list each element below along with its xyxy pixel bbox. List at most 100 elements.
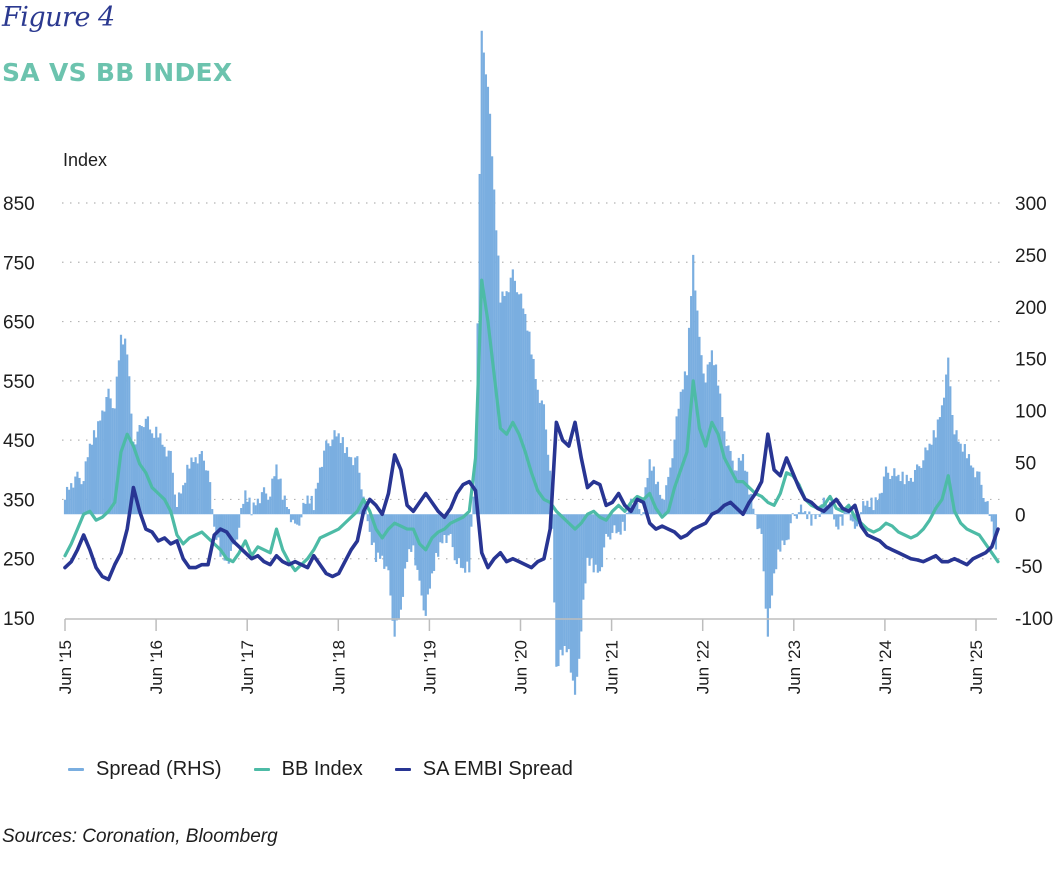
spread-bar: [841, 514, 844, 526]
spread-bar: [144, 418, 147, 515]
spread-bar: [302, 502, 305, 515]
spread-bar: [810, 514, 813, 526]
left-y-axis-ticks: 850 750 650 550 450 350 250 150: [3, 194, 35, 630]
spread-bar: [227, 514, 230, 564]
spread-bar: [860, 512, 863, 515]
spread-bar: [746, 471, 749, 515]
spread-bar: [772, 514, 776, 574]
spread-bar: [401, 514, 405, 597]
spread-bar: [223, 514, 226, 561]
spread-bar: [101, 410, 104, 515]
spread-bar: [368, 514, 371, 532]
spread-bar: [758, 514, 761, 529]
spread-bar: [644, 487, 647, 515]
spread-bar: [781, 514, 784, 541]
x-tick-label: Jun '16: [147, 640, 166, 694]
spread-bar: [920, 467, 923, 515]
spread-bar: [642, 512, 645, 515]
left-y-tick-label: 550: [3, 372, 35, 393]
y-axis-unit-label: Index: [63, 150, 108, 170]
left-y-tick-label: 150: [3, 609, 35, 630]
spread-bar: [410, 514, 413, 552]
spread-bar: [862, 501, 865, 515]
right-y-tick-label: 200: [1015, 298, 1047, 319]
right-y-tick-label: 150: [1015, 350, 1047, 371]
spread-bar: [526, 330, 529, 515]
spread-bar: [459, 514, 463, 568]
x-tick-label: Jun '22: [694, 640, 713, 694]
spread-bar: [194, 457, 197, 515]
spread-bar: [934, 437, 937, 515]
spread-bar: [308, 503, 311, 515]
spread-bar: [271, 478, 274, 515]
x-tick-label: Jun '21: [603, 640, 622, 694]
spread-bar: [799, 504, 803, 515]
spread-bar: [721, 417, 724, 515]
spread-bar: [951, 415, 954, 515]
left-y-tick-label: 650: [3, 313, 35, 334]
spread-bar: [957, 441, 960, 515]
spread-bar: [889, 478, 892, 515]
spread-bar: [244, 490, 247, 515]
spread-bar: [339, 443, 342, 515]
spread-bar: [470, 514, 473, 527]
spread-bar: [942, 397, 946, 515]
legend-swatch-sa-embi: [394, 768, 411, 771]
spread-bar: [285, 506, 288, 515]
spread-bar: [150, 433, 154, 515]
spread-bar: [265, 493, 268, 515]
spread-bar: [990, 514, 993, 522]
spread-bar: [536, 389, 539, 515]
spread-bar: [503, 296, 506, 515]
spread-bar: [625, 512, 628, 515]
chart-legend: Spread (RHS) BB Index SA EMBI Spread: [68, 758, 605, 781]
spread-bar: [710, 350, 713, 515]
spread-bar: [215, 514, 218, 540]
spread-bar: [80, 484, 83, 515]
spread-bar: [281, 499, 284, 515]
spread-bar: [969, 465, 973, 515]
spread-bar: [206, 470, 210, 515]
spread-bar: [403, 514, 407, 569]
spread-bar: [530, 354, 533, 515]
spread-bar: [294, 514, 297, 524]
spread-bar: [607, 514, 610, 537]
spread-bar: [517, 294, 521, 515]
spread-bar: [835, 514, 838, 527]
spread-bar: [474, 457, 477, 515]
spread-bar: [130, 413, 133, 515]
spread-bar: [802, 512, 805, 515]
spread-bar: [808, 511, 811, 515]
spread-bar: [323, 450, 326, 515]
spread-bar: [681, 389, 684, 515]
spread-bar: [976, 471, 979, 515]
spread-bar: [437, 514, 440, 557]
spread-bar: [486, 86, 490, 515]
spread-bar: [84, 461, 87, 515]
spread-bar: [146, 416, 150, 515]
spread-bar: [555, 514, 558, 667]
spread-bar: [714, 364, 718, 515]
spread-bar: [335, 436, 338, 515]
spread-bar: [173, 494, 176, 515]
spread-bar: [945, 374, 948, 515]
spread-bar: [443, 514, 446, 535]
legend-label-spread: Spread (RHS): [96, 758, 222, 780]
spread-bar: [484, 74, 487, 515]
spread-bar: [733, 470, 736, 515]
spread-bar: [770, 514, 774, 596]
spread-bar: [515, 292, 519, 515]
spread-bar: [430, 514, 434, 574]
spread-bar: [741, 454, 745, 515]
spread-bar: [374, 514, 378, 562]
spread-bar: [111, 408, 114, 515]
spread-bar: [967, 454, 971, 515]
spread-bar: [109, 398, 112, 515]
spread-bar: [656, 481, 660, 515]
spread-bar: [828, 501, 832, 515]
spread-bar: [980, 484, 983, 515]
figure-label: Figure 4: [2, 2, 115, 33]
spread-bar: [638, 509, 641, 515]
spread-bar: [826, 506, 830, 515]
spread-bar: [569, 514, 572, 673]
